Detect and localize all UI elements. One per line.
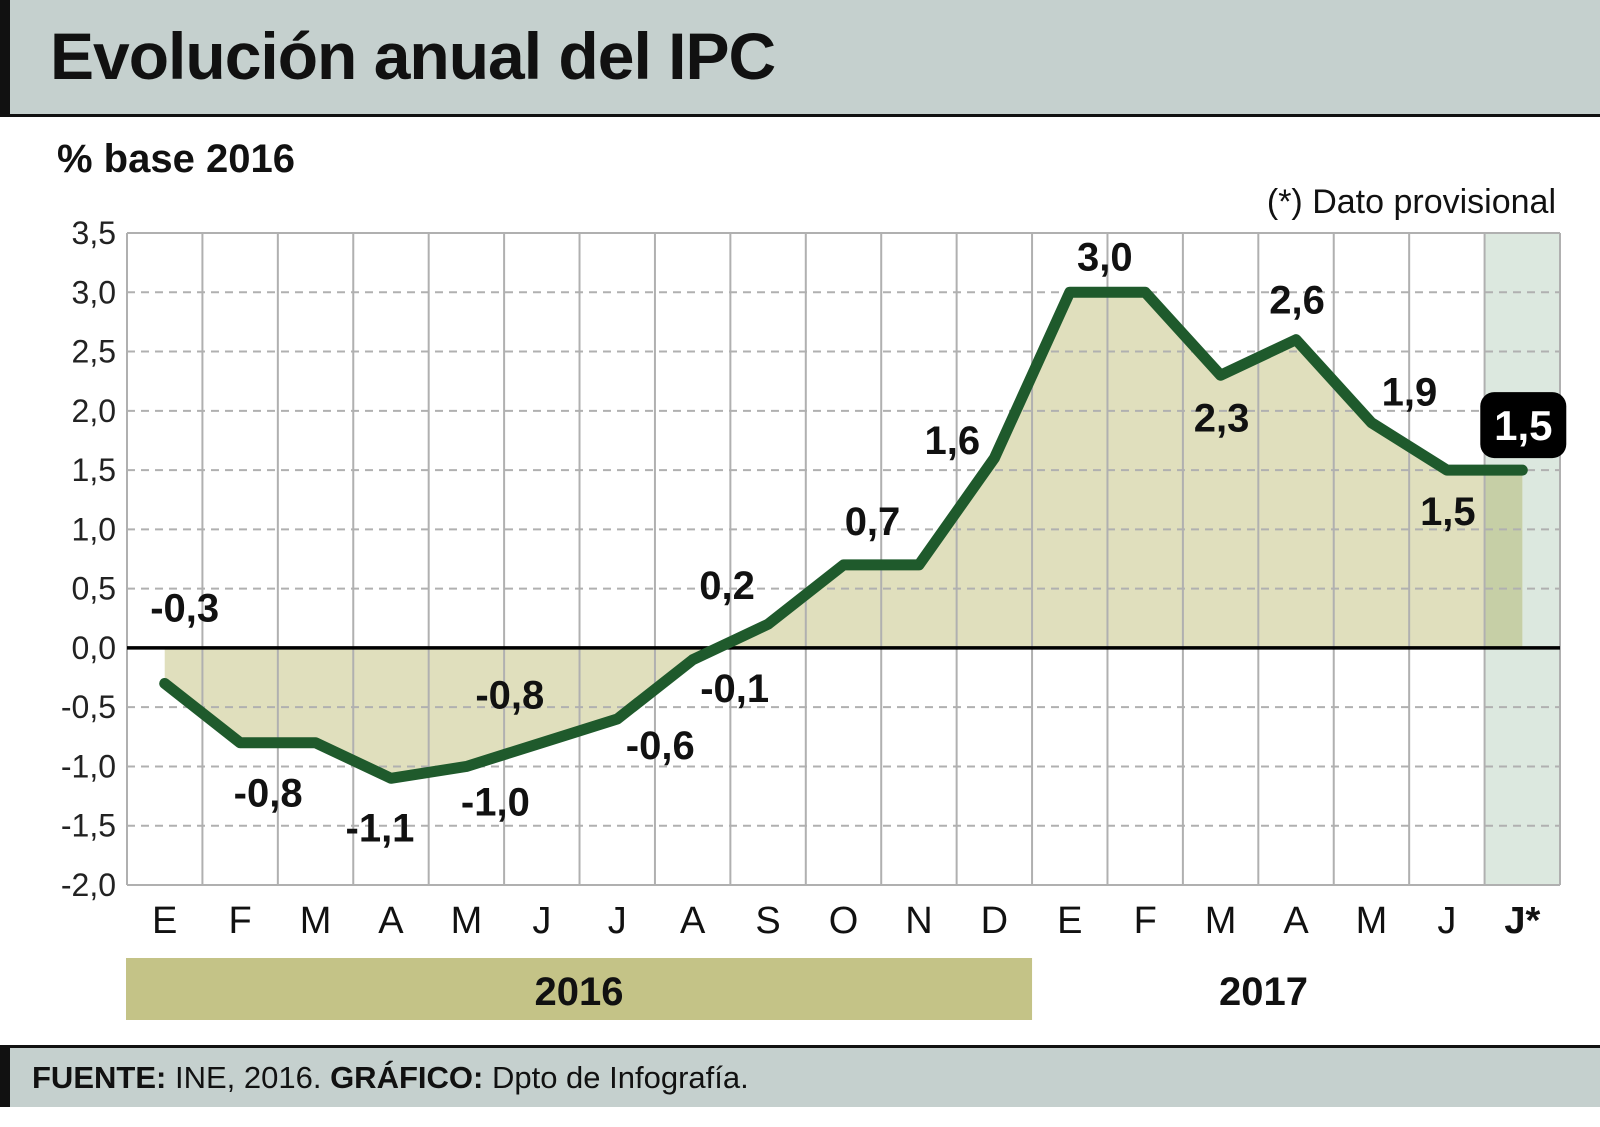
data-label: 1,9 bbox=[1382, 371, 1438, 415]
x-tick-label: F bbox=[1134, 900, 1157, 942]
x-tick-label: J bbox=[532, 900, 551, 942]
data-label: 3,0 bbox=[1077, 235, 1133, 279]
y-tick-label: 3,5 bbox=[72, 215, 116, 251]
provisional-note: (*) Dato provisional bbox=[1266, 183, 1556, 221]
source-label: FUENTE: bbox=[32, 1060, 167, 1095]
x-tick-label: S bbox=[755, 900, 780, 942]
x-tick-label: M bbox=[1356, 900, 1388, 942]
source-value: INE, 2016. bbox=[174, 1060, 322, 1095]
data-label: 2,3 bbox=[1194, 396, 1250, 440]
x-tick-label: M bbox=[1205, 900, 1237, 942]
y-tick-label: -1,5 bbox=[61, 808, 116, 844]
provisional-area-fill bbox=[1484, 470, 1523, 648]
year-label: 2017 bbox=[1219, 970, 1308, 1014]
graphic-label: GRÁFICO: bbox=[330, 1060, 484, 1095]
x-tick-label: N bbox=[905, 900, 932, 942]
x-tick-label: D bbox=[981, 900, 1008, 942]
x-tick-label: E bbox=[1057, 900, 1082, 942]
x-tick-label: J bbox=[608, 900, 627, 942]
graphic-value: Dpto de Infografía. bbox=[491, 1060, 749, 1095]
x-tick-label: M bbox=[451, 900, 483, 942]
y-tick-label: 3,0 bbox=[72, 274, 116, 310]
x-tick-label: J* bbox=[1504, 900, 1540, 942]
x-tick-label: M bbox=[300, 900, 332, 942]
data-label: 1,5 bbox=[1494, 402, 1552, 449]
x-tick-label: A bbox=[680, 900, 706, 942]
data-label: 0,7 bbox=[845, 500, 901, 544]
x-tick-label: F bbox=[229, 900, 252, 942]
provisional-value-badge bbox=[1480, 392, 1567, 459]
y-axis-unit-label: % base 2016 bbox=[57, 137, 295, 181]
y-tick-label: 0,5 bbox=[72, 571, 116, 607]
y-tick-label: -1,0 bbox=[61, 748, 116, 784]
x-tick-label: E bbox=[152, 900, 177, 942]
x-tick-label: A bbox=[378, 900, 404, 942]
data-label: -0,1 bbox=[700, 667, 769, 711]
data-label: -0,8 bbox=[475, 674, 544, 718]
data-label: 1,6 bbox=[925, 419, 981, 463]
x-tick-label: A bbox=[1283, 900, 1309, 942]
data-label: -0,6 bbox=[626, 724, 695, 768]
chart-title: Evolución anual del IPC bbox=[50, 19, 776, 93]
data-label: -1,0 bbox=[461, 780, 530, 824]
y-tick-label: 1,0 bbox=[72, 511, 116, 547]
data-label: -0,3 bbox=[150, 586, 219, 630]
y-tick-label: 2,5 bbox=[72, 334, 116, 370]
data-label: 0,2 bbox=[699, 564, 755, 608]
year-label: 2016 bbox=[535, 970, 624, 1014]
ipc-series-line bbox=[159, 286, 1528, 784]
x-tick-label: J bbox=[1437, 900, 1456, 942]
y-tick-label: 2,0 bbox=[72, 393, 116, 429]
data-label: -0,8 bbox=[234, 772, 303, 816]
footer: FUENTE: INE, 2016. GRÁFICO: Dpto de Info… bbox=[0, 1045, 1600, 1107]
year-band bbox=[126, 958, 1033, 1020]
y-tick-label: -0,5 bbox=[61, 689, 116, 725]
footer-credits: FUENTE: INE, 2016. GRÁFICO: Dpto de Info… bbox=[32, 1060, 749, 1096]
data-label: -1,1 bbox=[346, 806, 415, 850]
y-tick-label: -2,0 bbox=[61, 867, 116, 903]
y-tick-label: 0,0 bbox=[72, 630, 116, 666]
data-label: 1,5 bbox=[1420, 490, 1476, 534]
data-label: 2,6 bbox=[1269, 279, 1325, 323]
title-bar: Evolución anual del IPC bbox=[0, 0, 1600, 117]
x-tick-label: O bbox=[829, 900, 859, 942]
y-tick-label: 1,5 bbox=[72, 452, 116, 488]
